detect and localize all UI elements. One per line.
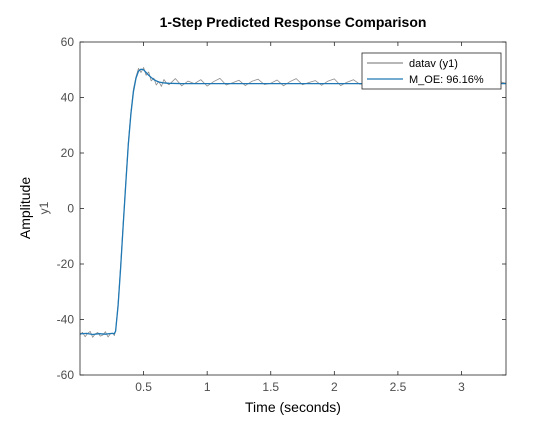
y-tick-label: 60 xyxy=(61,35,75,49)
axes-box xyxy=(79,41,507,376)
x-tick-label: 2 xyxy=(331,380,338,394)
x-tick-label: 1.5 xyxy=(262,380,279,394)
y-tick-label: -60 xyxy=(57,368,75,382)
x-tick-label: 1 xyxy=(204,380,211,394)
legend: datav (y1) M_OE: 96.16% xyxy=(361,52,502,90)
axes-background xyxy=(80,42,506,375)
y-tick-label: 20 xyxy=(61,146,75,160)
series-line-model xyxy=(79,68,506,336)
y-tick-label: -40 xyxy=(57,313,75,327)
x-tick-label: 3 xyxy=(458,380,465,394)
axis-tick-labels: 0.5 1 1.5 2 2.5 3 -60 -40 -20 0 20 40 60 xyxy=(57,35,465,394)
y-tick-label: 0 xyxy=(67,202,74,216)
x-tick-label: 0.5 xyxy=(135,380,152,394)
legend-label-data: datav (y1) xyxy=(409,58,458,70)
channel-label: y1 xyxy=(37,201,51,214)
y-tick-label: -20 xyxy=(57,257,75,271)
x-tick-label: 2.5 xyxy=(390,380,407,394)
x-axis-label: Time (seconds) xyxy=(245,399,341,415)
y-tick-label: 40 xyxy=(61,91,75,105)
legend-box xyxy=(361,52,502,90)
chart-title: 1-Step Predicted Response Comparison xyxy=(160,14,427,30)
legend-label-model: M_OE: 96.16% xyxy=(409,74,484,86)
y-axis-label: Amplitude xyxy=(17,177,33,239)
